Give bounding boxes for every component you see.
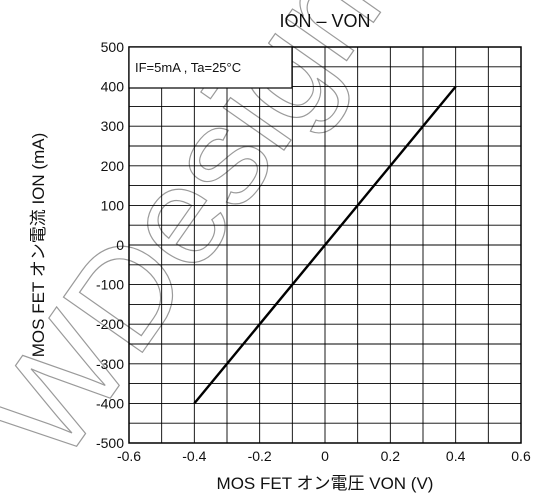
y-tick-label: 300 — [101, 118, 125, 134]
annotation-frame — [128, 46, 293, 89]
x-tick-label: 0.6 — [511, 448, 531, 464]
y-tick-label: 100 — [101, 197, 125, 213]
annotation-text: IF=5mA , Ta=25°C — [135, 60, 241, 75]
x-tick-label: 0 — [321, 448, 329, 464]
y-tick-label: 500 — [101, 39, 125, 55]
x-tick-label: 0.4 — [446, 448, 466, 464]
y-tick-label: 200 — [101, 158, 125, 174]
tick-labels: -0.6 -0.4 -0.2 0 0.2 0.4 0.6 500 400 300 200 100 0 -1… — [96, 39, 531, 464]
y-tick-label: 400 — [101, 79, 125, 95]
chart-title: ION – VON — [279, 11, 370, 31]
x-tick-label: -0.2 — [248, 448, 272, 464]
plot-frame — [128, 46, 522, 444]
y-tick-label: 0 — [116, 237, 124, 253]
x-axis-label: MOS FET オン電圧 VON (V) — [217, 474, 434, 493]
x-tick-label: 0.2 — [381, 448, 401, 464]
series-lines — [193, 85, 457, 405]
y-tick-label: -400 — [96, 395, 124, 411]
x-tick-label: -0.4 — [182, 448, 206, 464]
y-tick-label: -200 — [96, 316, 124, 332]
series-line — [193, 85, 457, 405]
y-tick-label: -300 — [96, 356, 124, 372]
x-tick-label: -0.6 — [117, 448, 141, 464]
y-axis-label: MOS FET オン電流 ION (mA) — [29, 133, 48, 357]
y-tick-label: -100 — [96, 277, 124, 293]
grid — [129, 47, 521, 443]
y-tick-label: -500 — [96, 435, 124, 451]
annotation-box: IF=5mA , Ta=25°C — [128, 46, 293, 89]
